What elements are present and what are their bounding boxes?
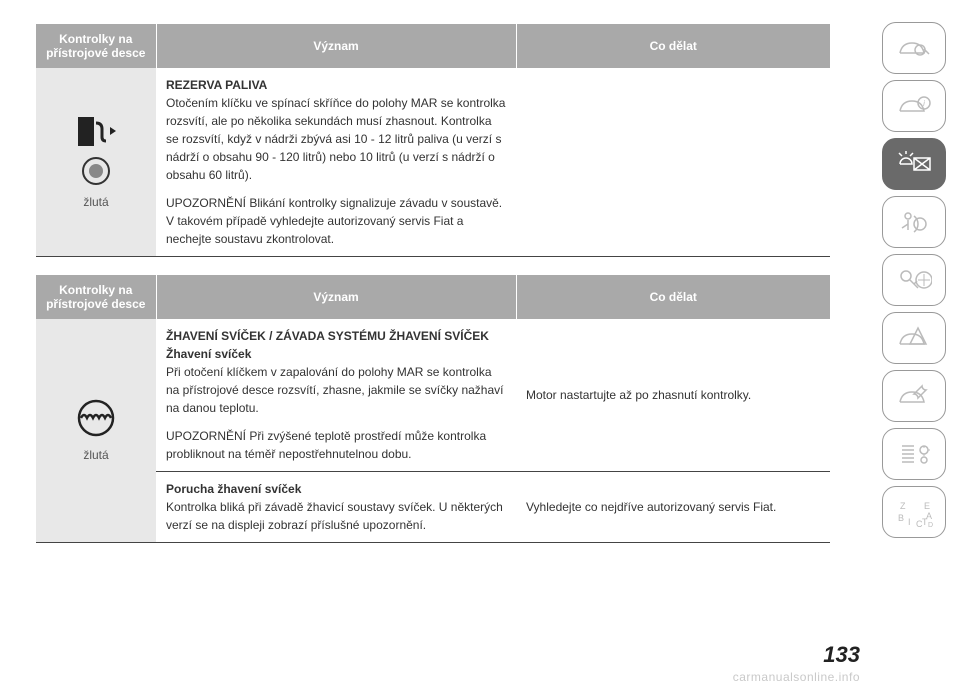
row-para: Otočením klíčku ve spínací skříňce do po… [166, 94, 506, 184]
header-col1: Kontrolky na přístrojové desce [36, 275, 156, 319]
header-col3: Co dělat [516, 275, 830, 319]
icon-cell-coil: žlutá [36, 319, 156, 543]
table-row: Porucha žhavení svíček Kontrolka bliká p… [36, 472, 830, 543]
fuel-pump-icon [74, 113, 118, 149]
warning-table-2: Kontrolky na přístrojové desce Význam Co… [36, 275, 830, 543]
svg-text:E: E [924, 501, 930, 511]
watermark-text: carmanualsonline.info [733, 670, 860, 684]
sidebar-item-info[interactable]: i [882, 80, 946, 132]
table-row: žlutá REZERVA PALIVA Otočením klíčku ve … [36, 68, 830, 257]
sidebar-item-index[interactable]: ZEBAICTD [882, 486, 946, 538]
indicator-dot-icon [82, 157, 110, 185]
meaning-cell: REZERVA PALIVA Otočením klíčku ve spínac… [156, 68, 516, 257]
header-col3: Co dělat [516, 24, 830, 68]
svg-text:i: i [923, 99, 925, 108]
warning-table-1: Kontrolky na přístrojové desce Význam Co… [36, 24, 830, 257]
svg-text:I: I [908, 517, 911, 527]
row-title: REZERVA PALIVA [166, 76, 506, 94]
svg-text:D: D [928, 522, 933, 527]
sidebar-item-specs[interactable] [882, 428, 946, 480]
table-row: žlutá ŽHAVENÍ SVÍČEK / ZÁVADA SYSTÉMU ŽH… [36, 319, 830, 472]
header-col1: Kontrolky na přístrojové desce [36, 24, 156, 68]
row-para: UPOZORNĚNÍ Blikání kontrolky signalizuje… [166, 194, 506, 248]
icon-cell-fuel: žlutá [36, 68, 156, 257]
section-sidebar: i ZEBAICTD [882, 22, 946, 538]
sidebar-item-service[interactable] [882, 370, 946, 422]
sidebar-item-key[interactable] [882, 254, 946, 306]
page-number: 133 [823, 642, 860, 668]
row-title: ŽHAVENÍ SVÍČEK / ZÁVADA SYSTÉMU ŽHAVENÍ … [166, 327, 506, 345]
row-title: Porucha žhavení svíček [166, 480, 506, 498]
row-para: Kontrolka bliká při závadě žhavicí soust… [166, 498, 506, 534]
action-cell [516, 68, 830, 257]
svg-text:Z: Z [900, 501, 906, 511]
sidebar-item-search[interactable] [882, 22, 946, 74]
meaning-cell: ŽHAVENÍ SVÍČEK / ZÁVADA SYSTÉMU ŽHAVENÍ … [156, 319, 516, 472]
icon-color-label: žlutá [83, 193, 108, 211]
action-cell: Vyhledejte co nejdříve autorizovaný serv… [516, 472, 830, 543]
sidebar-item-hazard[interactable] [882, 312, 946, 364]
row-para: UPOZORNĚNÍ Při zvýšené teplotě prostředí… [166, 427, 506, 463]
row-subtitle: Žhavení svíček [166, 345, 506, 363]
sidebar-item-airbag[interactable] [882, 196, 946, 248]
icon-color-label: žlutá [83, 446, 108, 464]
action-cell: Motor nastartujte až po zhasnutí kontrol… [516, 319, 830, 472]
header-col2: Význam [156, 24, 516, 68]
header-col2: Význam [156, 275, 516, 319]
sidebar-item-warning-lights[interactable] [882, 138, 946, 190]
row-para: Při otočení klíčkem v zapalování do polo… [166, 363, 506, 417]
svg-text:B: B [898, 513, 904, 523]
meaning-cell: Porucha žhavení svíček Kontrolka bliká p… [156, 472, 516, 543]
glow-plug-icon [71, 398, 121, 438]
